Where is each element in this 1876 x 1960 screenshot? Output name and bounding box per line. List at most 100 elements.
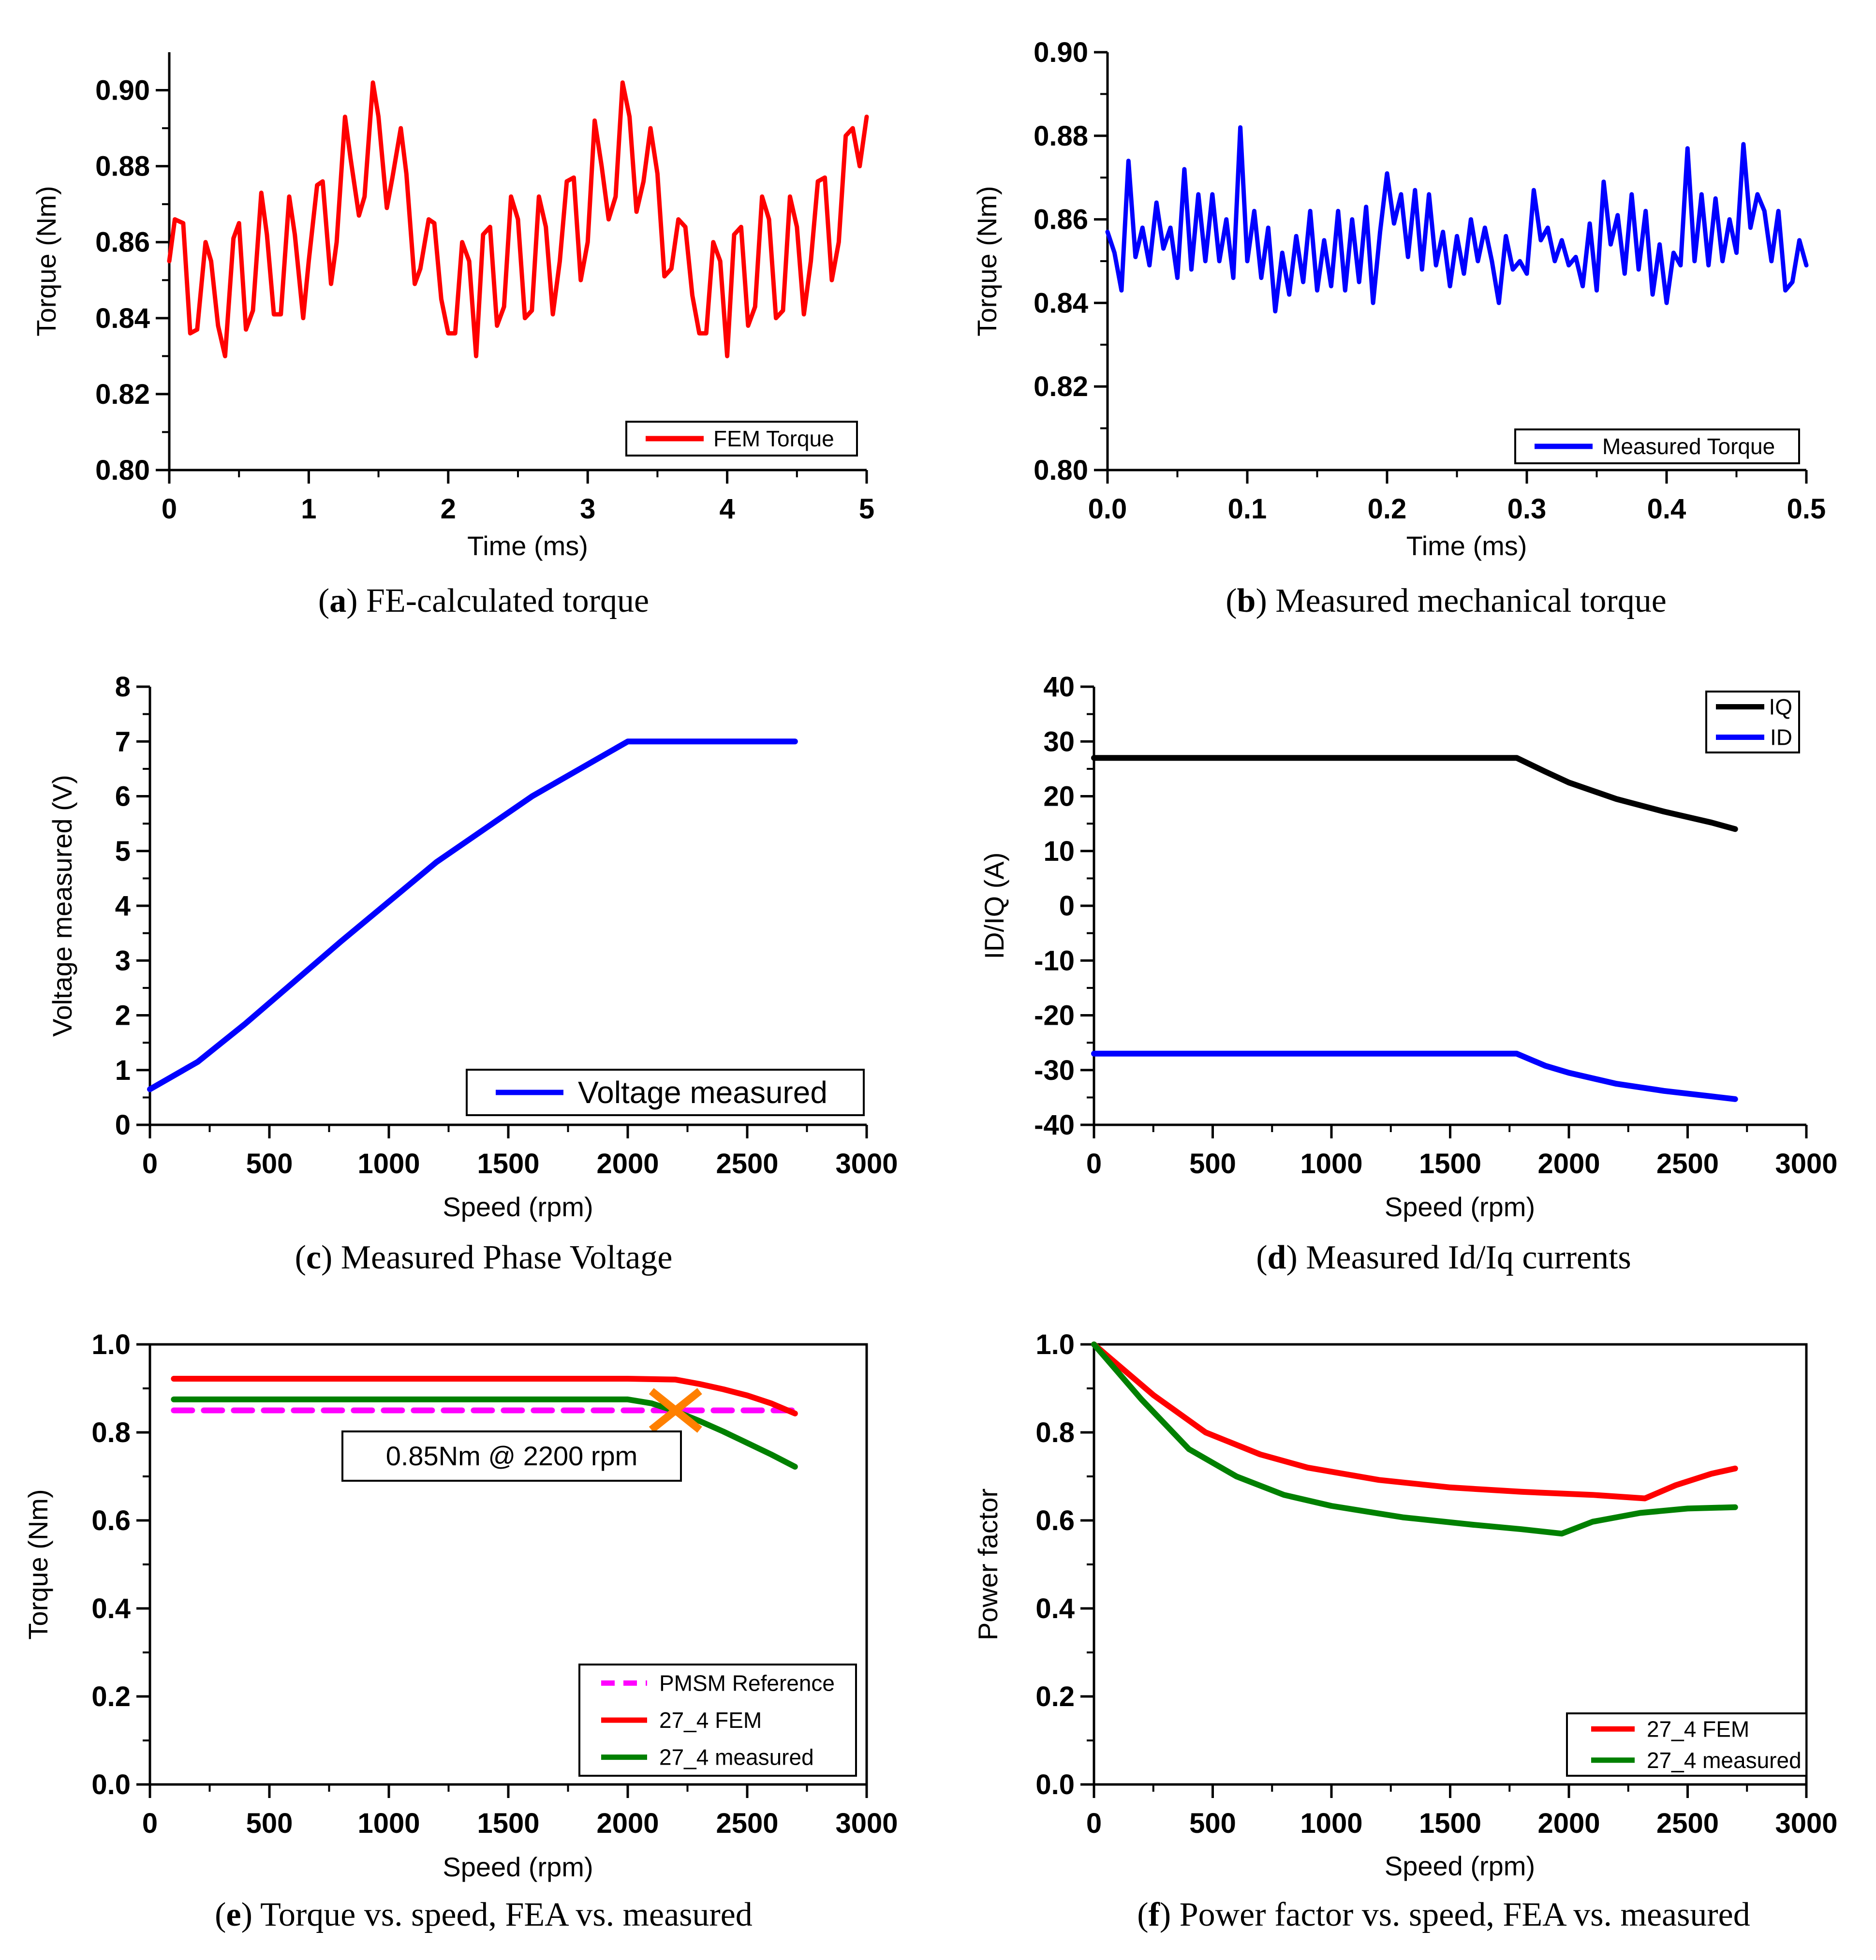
caption-text: FE-calculated torque bbox=[366, 582, 649, 619]
y-axis-label: Torque (Nm) bbox=[23, 1489, 53, 1639]
legend-label: IQ bbox=[1769, 694, 1792, 720]
y-tick-label: -30 bbox=[1034, 1055, 1075, 1086]
legend-box bbox=[1566, 1712, 1807, 1777]
x-axis-label: Speed (rpm) bbox=[443, 1852, 593, 1882]
legend-label: Voltage measured bbox=[578, 1075, 827, 1110]
x-tick-label: 500 bbox=[246, 1808, 293, 1839]
panel-caption: (f) Power factor vs. speed, FEA vs. meas… bbox=[1137, 1896, 1750, 1933]
series-line-27-4-measured bbox=[1091, 1341, 1738, 1537]
annotation-text: 0.85Nm @ 2200 rpm bbox=[386, 1441, 638, 1471]
y-tick-label: 30 bbox=[1043, 726, 1075, 757]
y-tick-label: -20 bbox=[1034, 1000, 1075, 1032]
caption-letter: f bbox=[1149, 1896, 1160, 1933]
caption-paren-open: ( bbox=[1226, 582, 1237, 619]
y-tick-label: 6 bbox=[115, 781, 131, 812]
caption-paren-open: ( bbox=[215, 1896, 226, 1933]
legend-label: 27_4 FEM bbox=[659, 1708, 762, 1733]
caption-letter: b bbox=[1237, 582, 1256, 619]
y-tick-label: 2 bbox=[115, 1000, 131, 1032]
y-axis-label: Torque (Nm) bbox=[972, 186, 1002, 336]
y-tick-label: 0.80 bbox=[95, 455, 150, 486]
series-line-fem-torque bbox=[167, 80, 869, 358]
y-tick-label: 20 bbox=[1043, 781, 1075, 812]
y-tick-label: 0 bbox=[1059, 890, 1075, 922]
y-tick-label: 0.8 bbox=[91, 1417, 131, 1448]
x-tick-label: 0 bbox=[1086, 1148, 1102, 1179]
series-line-27-4-fem bbox=[171, 1376, 798, 1416]
caption-letter: d bbox=[1268, 1239, 1286, 1276]
y-tick-label: 0.84 bbox=[1034, 287, 1088, 319]
panel-caption: (d) Measured Id/Iq currents bbox=[1256, 1239, 1631, 1276]
legend-box bbox=[1705, 691, 1800, 753]
x-axis-label: Time (ms) bbox=[467, 531, 588, 561]
legend-label: 27_4 measured bbox=[1647, 1748, 1802, 1773]
annotation-box bbox=[341, 1430, 682, 1482]
x-axis-label: Speed (rpm) bbox=[443, 1192, 593, 1222]
panel-caption: (a) FE-calculated torque bbox=[318, 582, 649, 619]
caption-paren-close: ) bbox=[241, 1896, 261, 1933]
x-tick-label: 2500 bbox=[716, 1808, 778, 1839]
y-tick-label: 1 bbox=[115, 1055, 131, 1086]
y-tick-label: 0.0 bbox=[91, 1769, 131, 1800]
x-tick-label: 2000 bbox=[596, 1148, 659, 1179]
y-tick-label: 0.2 bbox=[91, 1681, 131, 1712]
caption-paren-close: ) bbox=[1286, 1239, 1306, 1276]
panel-caption: (b) Measured mechanical torque bbox=[1226, 582, 1667, 619]
x-tick-label: 500 bbox=[1189, 1148, 1236, 1179]
x-tick-label: 1000 bbox=[1300, 1148, 1362, 1179]
x-tick-label: 5 bbox=[859, 493, 874, 525]
x-tick-label: 2000 bbox=[596, 1808, 659, 1839]
y-tick-label: 0.6 bbox=[1035, 1505, 1075, 1536]
y-tick-label: -40 bbox=[1034, 1109, 1075, 1141]
caption-text: Measured mechanical torque bbox=[1275, 582, 1667, 619]
chart-panel-f: 0.0 0.2 0.4 0.6 0.8 1.0 0 500 1000 1500 2000 2500 30… bbox=[973, 1329, 1838, 1933]
caption-text: Power factor vs. speed, FEA vs. measured bbox=[1180, 1896, 1750, 1933]
y-tick-label: 10 bbox=[1043, 836, 1075, 867]
y-axis-label: ID/IQ (A) bbox=[979, 853, 1009, 959]
x-tick-label: 2000 bbox=[1537, 1808, 1600, 1839]
legend-label: FEM Torque bbox=[713, 426, 834, 451]
x-tick-label: 2500 bbox=[1656, 1808, 1719, 1839]
legend-label: Measured Torque bbox=[1602, 434, 1775, 459]
chart-panel-b: 0.80 0.82 0.84 0.86 0.88 0.90 0.0 0.1 0.2 0.3 0.4 0… bbox=[972, 37, 1826, 619]
y-tick-label: 0 bbox=[115, 1109, 131, 1141]
y-tick-label: 4 bbox=[115, 890, 131, 922]
x-tick-label: 3000 bbox=[1775, 1148, 1837, 1179]
x-axis-label: Speed (rpm) bbox=[1385, 1851, 1535, 1881]
caption-paren-open: ( bbox=[1137, 1896, 1148, 1933]
x-tick-label: 0.1 bbox=[1228, 493, 1267, 525]
y-tick-label: 0.4 bbox=[1035, 1593, 1075, 1624]
y-tick-label: -10 bbox=[1034, 945, 1075, 976]
x-tick-label: 0.4 bbox=[1647, 493, 1686, 525]
x-tick-label: 1 bbox=[301, 493, 316, 525]
x-tick-label: 2 bbox=[441, 493, 456, 525]
x-tick-label: 3000 bbox=[835, 1808, 898, 1839]
legend-label: 27_4 measured bbox=[659, 1745, 814, 1770]
x-tick-label: 0.5 bbox=[1787, 493, 1826, 525]
y-axis-label: Power factor bbox=[973, 1488, 1003, 1640]
x-tick-label: 2500 bbox=[1656, 1148, 1719, 1179]
caption-paren-close: ) bbox=[1256, 582, 1275, 619]
x-tick-label: 3000 bbox=[835, 1148, 898, 1179]
caption-letter: c bbox=[306, 1239, 321, 1276]
x-tick-label: 3000 bbox=[1775, 1808, 1837, 1839]
y-tick-label: 0.90 bbox=[95, 75, 150, 106]
marker-cross-b bbox=[649, 1388, 702, 1433]
caption-paren-open: ( bbox=[318, 582, 329, 619]
y-tick-label: 40 bbox=[1043, 671, 1075, 703]
series-line-27-4-fem bbox=[1091, 1341, 1738, 1502]
x-axis-label: Speed (rpm) bbox=[1385, 1192, 1535, 1222]
caption-paren-close: ) bbox=[346, 582, 366, 619]
x-tick-label: 0 bbox=[142, 1808, 158, 1839]
caption-letter: e bbox=[226, 1896, 241, 1933]
x-tick-label: 1500 bbox=[1419, 1148, 1481, 1179]
y-tick-label: 0.86 bbox=[1034, 204, 1088, 236]
caption-paren-open: ( bbox=[295, 1239, 306, 1276]
x-tick-label: 0.3 bbox=[1507, 493, 1547, 525]
y-tick-label: 0.8 bbox=[1035, 1417, 1075, 1448]
y-axis-label: Voltage measured (V) bbox=[47, 775, 77, 1037]
x-tick-label: 1000 bbox=[357, 1148, 420, 1179]
x-tick-label: 1000 bbox=[357, 1808, 420, 1839]
chart-panel-a: 0.80 0.82 0.84 0.86 0.88 0.90 0 1 2 3 4 5 Time (ms) T… bbox=[31, 52, 874, 619]
